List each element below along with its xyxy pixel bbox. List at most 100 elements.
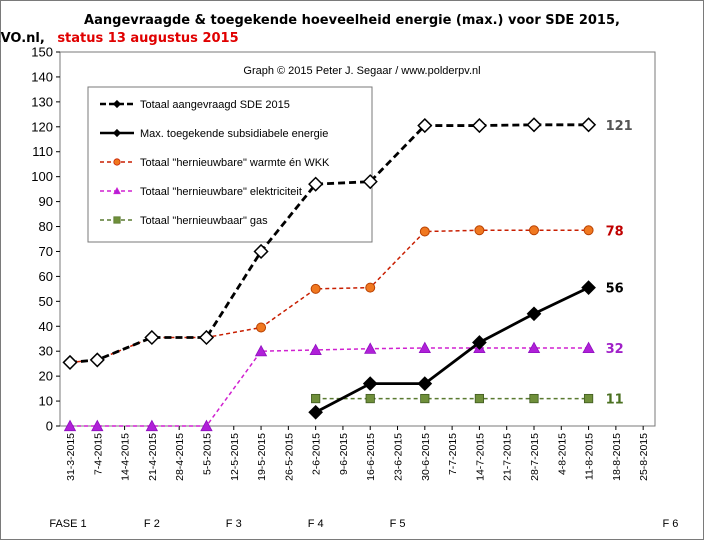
legend-item: Totaal "hernieuwbare" elektriciteit: [100, 186, 302, 198]
data-point: [145, 419, 159, 432]
x-tick-label: 28-7-2015: [529, 433, 541, 481]
data-point: [417, 376, 433, 391]
data-point: [362, 376, 378, 391]
data-point: [311, 393, 321, 404]
data-point: [309, 343, 322, 356]
x-tick-label: 14-4-2015: [120, 433, 132, 481]
y-tick-label: 110: [32, 144, 53, 159]
series-line: 78: [65, 224, 624, 368]
data-point: [362, 174, 378, 190]
x-tick-label: 7-4-2015: [92, 433, 104, 475]
phase-label: F 3: [226, 518, 242, 530]
phase-label: F 2: [144, 518, 160, 530]
data-point: [365, 282, 376, 293]
legend: Totaal aangevraagd SDE 2015 Max. toegeken…: [87, 86, 373, 243]
data-point: [528, 225, 539, 236]
x-tick-label: 9-6-2015: [338, 433, 350, 475]
legend-item: Totaal "hernieuwbare" warmte én WKK: [100, 157, 330, 169]
data-point: [112, 99, 122, 109]
x-tick-label: 30-6-2015: [420, 433, 432, 481]
data-point: [583, 393, 594, 404]
data-point: [308, 176, 324, 192]
y-tick-label: 130: [31, 94, 53, 109]
legend-item: Totaal "hernieuwbaar" gas: [100, 215, 268, 227]
series-path: [314, 286, 590, 414]
x-tick-label: 19-5-2015: [256, 433, 268, 481]
y-tick-label: 40: [39, 319, 53, 334]
data-point: [254, 344, 268, 357]
x-tick-label: 21-4-2015: [147, 433, 159, 481]
x-tick-label: 31-3-2015: [65, 433, 77, 481]
data-point: [526, 117, 542, 133]
series-end-label: 56: [606, 282, 624, 297]
series-line: 11: [311, 393, 624, 408]
x-tick-label: 23-6-2015: [393, 433, 405, 481]
y-tick-label: 80: [39, 219, 53, 234]
data-point: [581, 117, 597, 133]
phase-label: F 4: [308, 518, 324, 530]
data-point: [113, 158, 121, 166]
y-tick-label: 90: [39, 194, 53, 209]
y-tick-label: 0: [46, 419, 53, 434]
y-tick-label: 50: [39, 294, 53, 309]
legend-label: Max. toegekende subsidiabele energie: [140, 128, 328, 140]
y-tick-label: 20: [39, 369, 53, 384]
series-line: 121: [62, 117, 633, 370]
x-tick-label: 5-5-2015: [201, 433, 213, 475]
x-tick-label: 25-8-2015: [638, 433, 650, 481]
data-point: [112, 128, 122, 138]
x-tick-label: 16-6-2015: [365, 433, 377, 481]
plot-frame: [59, 51, 656, 427]
y-tick-label: 10: [39, 394, 53, 409]
x-tick-label: 7-7-2015: [447, 433, 459, 475]
x-axis: 31-3-2015 7-4-2015 14-4-2015 21-4-2015 28-4-…: [65, 426, 650, 481]
legend-box: [87, 86, 373, 243]
chart-credit: Graph © 2015 Peter J. Segaar / www.polde…: [243, 65, 480, 77]
legend-label: Totaal "hernieuwbare" elektriciteit: [140, 186, 302, 198]
data-point: [527, 341, 541, 354]
data-point: [417, 117, 433, 134]
data-point: [253, 243, 269, 260]
x-tick-label: 28-4-2015: [174, 433, 186, 481]
x-tick-label: 4-8-2015: [556, 433, 568, 475]
x-tick-label: 11-8-2015: [584, 433, 596, 480]
chart-title-line2-main: per modaliteit (TWh eq.). Data RVO.nl,: [0, 31, 45, 46]
data-point: [310, 283, 321, 294]
data-point: [62, 354, 78, 370]
series-line: 56: [308, 280, 624, 420]
data-point: [472, 335, 487, 350]
chart-title-status: status 13 augustus 2015: [57, 31, 238, 46]
data-point: [364, 342, 377, 354]
y-tick-label: 70: [39, 244, 53, 259]
phase-label: F 5: [390, 518, 406, 530]
series-layer: 11 32 78 121 56: [62, 117, 633, 432]
data-point: [419, 226, 430, 237]
x-tick-label: 12-5-2015: [229, 433, 241, 481]
data-point: [113, 186, 121, 195]
y-tick-label: 30: [39, 344, 53, 359]
phase-labels: FASE 1 F 2 F 3 F 4 F 5 F 6: [49, 518, 678, 530]
data-point: [113, 216, 121, 224]
x-tick-label: 14-7-2015: [474, 433, 486, 481]
y-tick-label: 60: [39, 269, 53, 284]
series-end-label: 78: [606, 224, 624, 239]
y-tick-label: 100: [31, 169, 53, 184]
series-end-label: 11: [606, 393, 624, 408]
legend-item: Max. toegekende subsidiabele energie: [100, 128, 328, 140]
x-tick-label: 2-6-2015: [311, 433, 323, 475]
chart-title-line1: Aangevraagde & toegekende hoeveelheid en…: [84, 13, 620, 28]
data-point: [474, 225, 485, 236]
data-point: [89, 352, 105, 368]
x-tick-label: 21-7-2015: [502, 433, 514, 481]
data-point: [582, 341, 595, 354]
data-point: [365, 393, 375, 404]
series-end-label: 32: [606, 342, 624, 357]
data-point: [144, 329, 160, 346]
x-tick-label: 26-5-2015: [283, 433, 295, 481]
data-point: [529, 393, 539, 404]
legend-item: Totaal aangevraagd SDE 2015: [100, 99, 290, 111]
legend-label: Totaal aangevraagd SDE 2015: [140, 99, 290, 111]
data-point: [308, 404, 323, 420]
